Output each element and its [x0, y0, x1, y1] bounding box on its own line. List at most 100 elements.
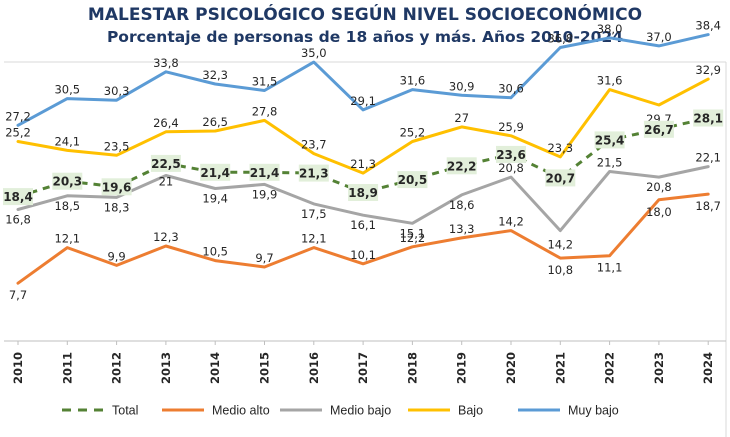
- x-tick-label: 2022: [603, 352, 617, 384]
- data-label-total: 22,5: [151, 157, 181, 171]
- data-label-muy-bajo: 38,4: [695, 19, 721, 33]
- legend-label-medio-bajo: Medio bajo: [330, 404, 391, 418]
- total-label-bg: [101, 178, 132, 196]
- x-tick-label: 2018: [405, 352, 419, 384]
- data-label-medio-alto: 10,5: [202, 245, 228, 259]
- data-label-medio-alto: 7,7: [9, 288, 27, 302]
- chart-title: MALESTAR PSICOLÓGICO SEGÚN NIVEL SOCIOEC…: [87, 5, 643, 25]
- x-tick-label: 2012: [110, 352, 124, 384]
- total-label-bg: [150, 154, 181, 172]
- data-label-medio-bajo: 14,2: [547, 238, 573, 252]
- total-label-bg: [3, 188, 33, 206]
- data-label-muy-bajo: 35,0: [301, 46, 327, 60]
- x-tick-label: 2019: [455, 352, 469, 384]
- data-label-total: 21,4: [200, 166, 230, 180]
- data-label-total: 20,7: [545, 171, 575, 185]
- data-label-medio-alto: 12,1: [301, 232, 327, 246]
- data-label-total: 21,3: [299, 167, 329, 181]
- data-label-medio-alto: 14,2: [498, 215, 524, 229]
- data-label-medio-bajo: 21: [159, 175, 174, 189]
- data-label-total: 20,3: [52, 175, 82, 189]
- x-tick-label: 2020: [504, 352, 518, 384]
- data-label-muy-bajo: 27,2: [5, 109, 31, 123]
- data-label-medio-alto: 10,8: [547, 263, 573, 277]
- data-label-bajo: 26,4: [153, 116, 179, 130]
- legend-label-total: Total: [112, 404, 138, 418]
- legend-label-muy-bajo: Muy bajo: [568, 404, 619, 418]
- data-label-medio-bajo: 18,3: [104, 200, 130, 214]
- series-line-medio-alto: [16, 192, 710, 285]
- data-label-medio-alto: 18,0: [646, 205, 672, 219]
- total-label-bg: [643, 120, 674, 138]
- data-label-medio-bajo: 22,1: [695, 151, 721, 165]
- x-tick-label: 2014: [208, 352, 222, 384]
- total-label-bg: [249, 163, 280, 181]
- data-label-muy-bajo: 36,8: [547, 32, 573, 46]
- data-label-medio-bajo: 20,8: [646, 180, 672, 194]
- series-line-medio-bajo: [16, 165, 710, 233]
- total-label-bg: [545, 169, 576, 187]
- x-tick-label: 2023: [652, 352, 666, 384]
- x-tick-label: 2021: [553, 352, 567, 384]
- data-label-medio-bajo: 16,1: [350, 218, 376, 232]
- data-label-bajo: 21,3: [350, 157, 376, 171]
- x-tick-label: 2017: [356, 352, 370, 384]
- data-label-medio-alto: 18,7: [695, 199, 721, 213]
- data-label-bajo: 24,1: [54, 134, 80, 148]
- data-label-bajo: 27: [454, 111, 469, 125]
- data-label-total: 18,4: [3, 190, 33, 204]
- data-label-total: 25,4: [595, 133, 625, 147]
- data-label-muy-bajo: 30,3: [104, 84, 130, 98]
- data-label-medio-bajo: 19,4: [202, 192, 228, 206]
- total-label-bg: [496, 145, 526, 163]
- data-label-bajo: 23,3: [547, 141, 573, 155]
- data-label-total: 20,5: [398, 173, 428, 187]
- data-label-total: 18,9: [348, 186, 378, 200]
- x-tick-label: 2016: [307, 352, 321, 384]
- total-label-bg: [52, 172, 83, 190]
- data-label-total: 21,4: [250, 166, 280, 180]
- chart-subtitle: Porcentaje de personas de 18 años y más.…: [106, 28, 624, 46]
- x-tick-label: 2010: [11, 352, 25, 384]
- data-label-medio-bajo: 19,9: [252, 187, 278, 201]
- data-label-muy-bajo: 33,8: [153, 56, 179, 70]
- data-label-bajo: 23,5: [104, 139, 130, 153]
- series-line-muy-bajo: [16, 33, 710, 127]
- data-label-bajo: 25,2: [400, 126, 426, 140]
- data-label-muy-bajo: 32,3: [202, 68, 228, 82]
- data-label-muy-bajo: 31,6: [400, 74, 426, 88]
- data-label-medio-bajo: 15,1: [400, 226, 426, 240]
- data-label-medio-alto: 11,1: [597, 261, 623, 275]
- legend-label-medio-alto: Medio alto: [212, 404, 270, 418]
- data-label-medio-alto: 12,3: [153, 230, 179, 244]
- x-tick-label: 2024: [701, 352, 715, 384]
- data-label-bajo: 27,8: [252, 104, 278, 118]
- data-label-medio-alto: 12,2: [400, 231, 426, 245]
- total-label-bg: [693, 109, 724, 127]
- data-label-medio-bajo: 18,5: [54, 199, 80, 213]
- data-label-muy-bajo: 30,9: [449, 79, 475, 93]
- total-label-bg: [200, 163, 231, 181]
- data-label-medio-alto: 13,3: [449, 222, 475, 236]
- total-label-bg: [594, 131, 625, 149]
- data-label-bajo: 31,6: [597, 74, 623, 88]
- data-label-muy-bajo: 29,1: [350, 94, 376, 108]
- data-label-medio-bajo: 17,5: [301, 207, 327, 221]
- x-tick-label: 2011: [60, 352, 74, 384]
- data-label-bajo: 32,9: [695, 63, 721, 77]
- data-label-medio-bajo: 16,8: [5, 213, 31, 227]
- data-label-medio-bajo: 21,5: [597, 156, 623, 170]
- data-label-medio-alto: 9,7: [255, 251, 273, 265]
- series-line-bajo: [16, 77, 710, 175]
- data-label-bajo: 25,2: [5, 126, 31, 140]
- data-label-medio-alto: 12,1: [54, 232, 80, 246]
- data-label-muy-bajo: 30,6: [498, 82, 524, 96]
- data-label-muy-bajo: 31,5: [252, 75, 278, 89]
- chart-titles: MALESTAR PSICOLÓGICO SEGÚN NIVEL SOCIOEC…: [0, 4, 730, 48]
- data-label-medio-alto: 10,1: [350, 248, 376, 262]
- x-tick-label: 2015: [258, 352, 272, 384]
- total-label-bg: [348, 184, 379, 201]
- data-label-bajo: 26,5: [202, 115, 228, 129]
- x-tick-label: 2013: [159, 352, 173, 384]
- total-label-bg: [397, 171, 428, 189]
